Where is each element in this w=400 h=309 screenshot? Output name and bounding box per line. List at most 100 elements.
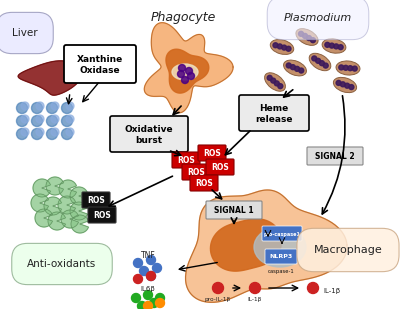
Circle shape	[320, 61, 324, 66]
Circle shape	[310, 38, 316, 43]
Circle shape	[290, 65, 296, 70]
Circle shape	[178, 70, 184, 78]
Circle shape	[146, 256, 156, 265]
Text: NLRP3: NLRP3	[269, 255, 293, 260]
Ellipse shape	[270, 40, 294, 54]
Polygon shape	[70, 187, 88, 205]
Circle shape	[32, 129, 42, 139]
Circle shape	[62, 116, 72, 126]
Circle shape	[338, 45, 343, 50]
Polygon shape	[44, 197, 62, 215]
Text: ROS: ROS	[87, 196, 105, 205]
Text: Oxidative
burst: Oxidative burst	[125, 125, 173, 145]
Circle shape	[271, 78, 276, 83]
Circle shape	[294, 66, 300, 71]
Text: IL-1β: IL-1β	[324, 288, 340, 294]
Circle shape	[21, 102, 29, 110]
Polygon shape	[186, 190, 347, 302]
Circle shape	[277, 44, 282, 49]
Polygon shape	[210, 219, 282, 271]
Text: Liver: Liver	[12, 28, 38, 38]
Text: ROS: ROS	[211, 163, 229, 171]
Circle shape	[66, 128, 74, 136]
FancyBboxPatch shape	[262, 226, 302, 241]
Text: SIGNAL 1: SIGNAL 1	[214, 205, 254, 214]
Circle shape	[212, 282, 224, 294]
FancyBboxPatch shape	[182, 164, 210, 180]
Circle shape	[21, 128, 29, 136]
Circle shape	[144, 290, 152, 299]
Circle shape	[325, 42, 330, 47]
Circle shape	[343, 65, 348, 70]
Circle shape	[156, 298, 164, 307]
Circle shape	[156, 294, 164, 303]
Circle shape	[62, 103, 72, 113]
Polygon shape	[46, 177, 64, 195]
Ellipse shape	[296, 29, 318, 45]
Circle shape	[352, 66, 357, 71]
Text: Heme
release: Heme release	[255, 104, 293, 124]
Circle shape	[282, 45, 287, 50]
Polygon shape	[61, 210, 78, 228]
Text: pro-IL-1β: pro-IL-1β	[205, 297, 231, 302]
Polygon shape	[59, 180, 76, 198]
Text: pro-caspase1: pro-caspase1	[264, 231, 300, 236]
Circle shape	[36, 102, 44, 110]
Ellipse shape	[265, 73, 285, 91]
Circle shape	[298, 31, 304, 36]
Circle shape	[329, 43, 334, 48]
Circle shape	[250, 282, 260, 294]
Circle shape	[36, 115, 44, 123]
FancyBboxPatch shape	[265, 249, 297, 264]
FancyBboxPatch shape	[239, 95, 309, 131]
Circle shape	[323, 63, 328, 68]
Text: ROS: ROS	[187, 167, 205, 176]
Circle shape	[146, 272, 156, 281]
Circle shape	[21, 115, 29, 123]
Circle shape	[278, 84, 283, 89]
Circle shape	[178, 65, 186, 71]
Circle shape	[32, 103, 42, 113]
FancyBboxPatch shape	[206, 201, 262, 219]
Polygon shape	[58, 196, 76, 214]
Circle shape	[286, 63, 291, 68]
Circle shape	[336, 80, 341, 85]
Polygon shape	[71, 215, 88, 233]
Ellipse shape	[322, 39, 346, 53]
FancyBboxPatch shape	[206, 159, 234, 175]
Circle shape	[302, 33, 308, 38]
Circle shape	[66, 102, 74, 110]
Circle shape	[349, 85, 354, 90]
Circle shape	[46, 116, 58, 126]
Text: ROS: ROS	[93, 210, 111, 219]
FancyBboxPatch shape	[307, 147, 363, 165]
Circle shape	[334, 44, 339, 49]
FancyBboxPatch shape	[198, 145, 226, 161]
Text: SIGNAL 2: SIGNAL 2	[315, 151, 355, 160]
FancyBboxPatch shape	[110, 116, 188, 152]
Circle shape	[36, 128, 44, 136]
Text: caspase-1: caspase-1	[268, 269, 294, 273]
Polygon shape	[166, 49, 209, 93]
Circle shape	[308, 282, 318, 294]
Text: ROS: ROS	[203, 149, 221, 158]
FancyBboxPatch shape	[82, 192, 110, 208]
Circle shape	[345, 83, 350, 88]
Ellipse shape	[333, 77, 357, 93]
Circle shape	[51, 128, 59, 136]
Ellipse shape	[309, 53, 331, 71]
Circle shape	[150, 298, 158, 307]
Circle shape	[51, 115, 59, 123]
Circle shape	[140, 266, 148, 276]
Circle shape	[152, 264, 162, 273]
Circle shape	[138, 302, 146, 309]
FancyBboxPatch shape	[64, 45, 136, 83]
Circle shape	[299, 68, 304, 73]
Circle shape	[316, 58, 320, 63]
Circle shape	[146, 272, 156, 281]
FancyBboxPatch shape	[190, 175, 218, 191]
Circle shape	[286, 46, 291, 51]
Ellipse shape	[284, 60, 306, 76]
Circle shape	[312, 56, 317, 61]
Circle shape	[46, 103, 58, 113]
